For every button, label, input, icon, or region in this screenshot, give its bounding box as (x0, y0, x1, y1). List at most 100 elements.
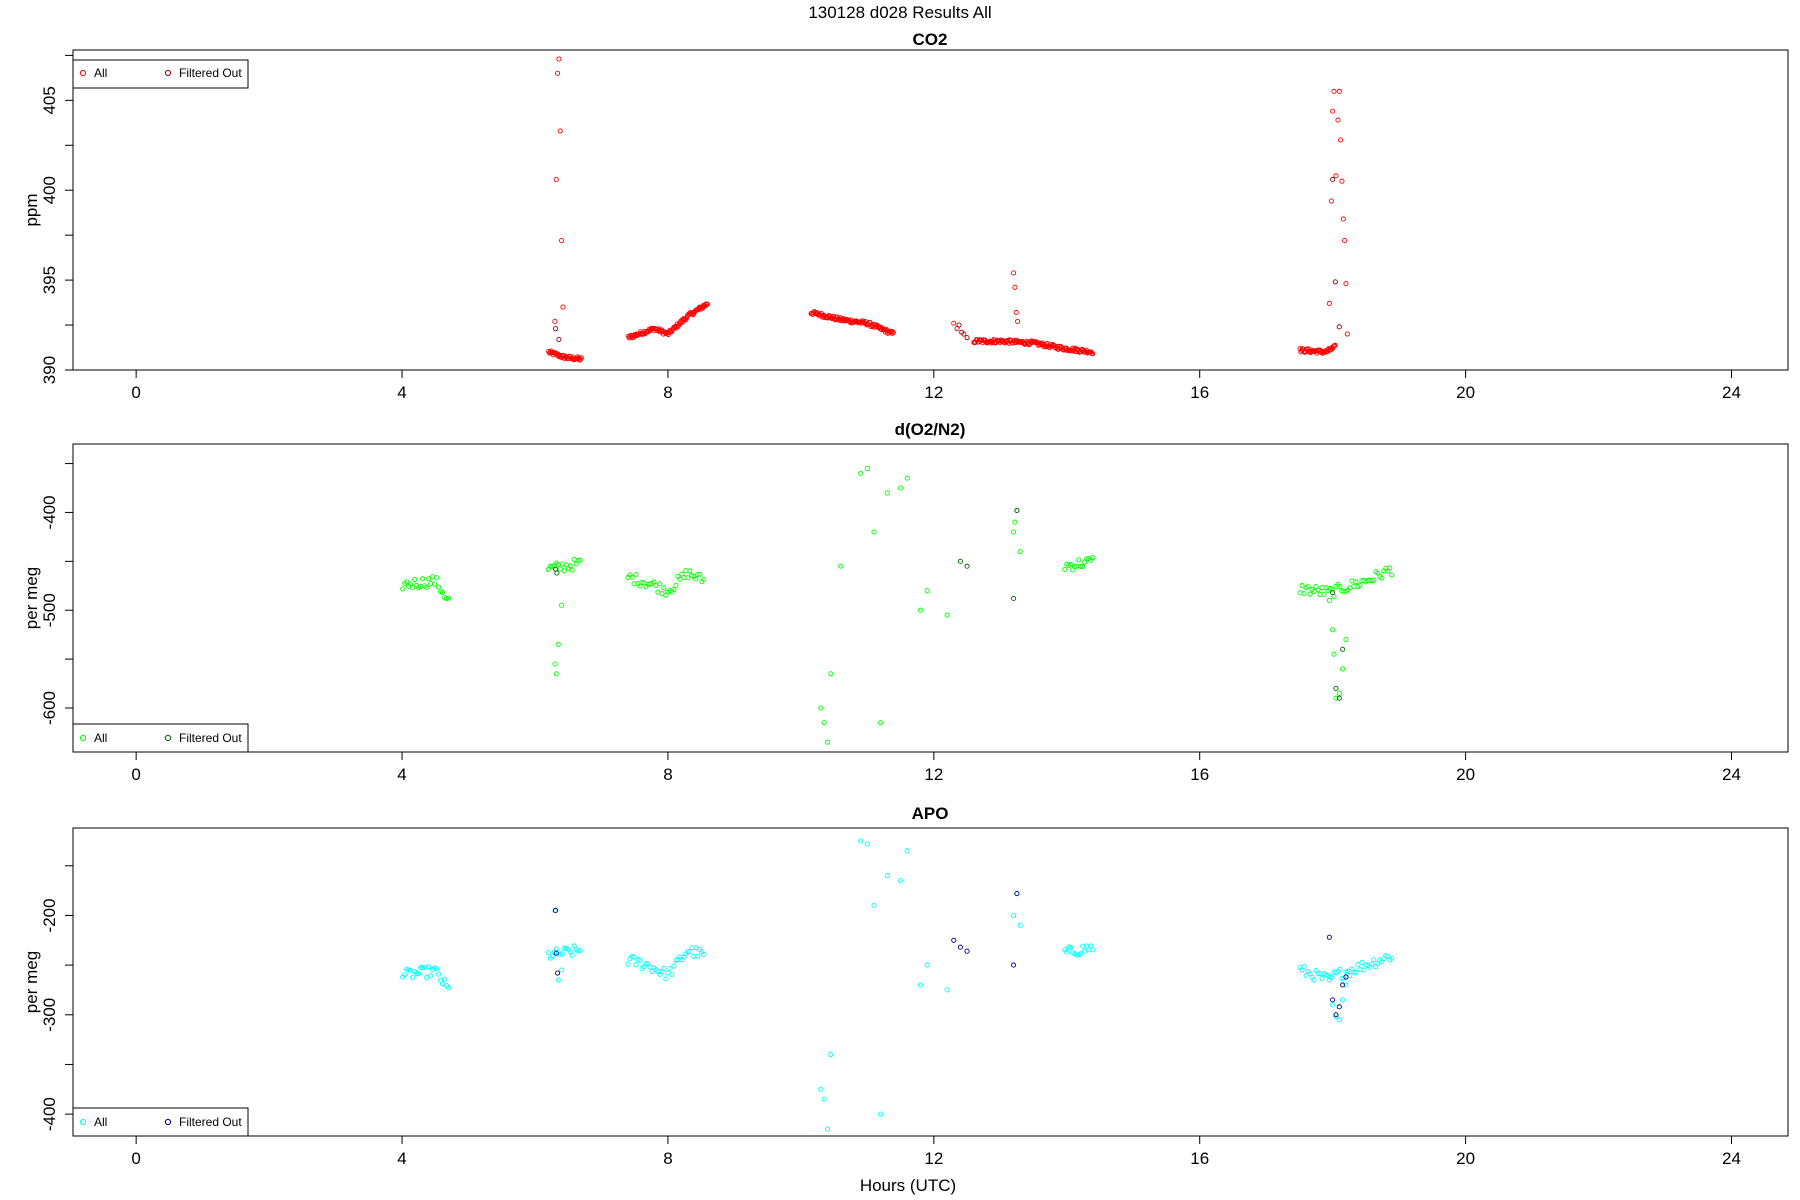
filtered-point-apo (1333, 1012, 1339, 1018)
y-tick-label-do2n2: -500 (40, 593, 59, 627)
data-point-apo (549, 953, 555, 959)
data-point-do2n2 (821, 720, 827, 726)
data-point-do2n2 (1387, 565, 1393, 571)
data-point-do2n2 (858, 470, 864, 476)
filtered-point-apo (1336, 1004, 1342, 1010)
data-point-do2n2 (878, 720, 884, 726)
x-tick-label-do2n2: 4 (397, 765, 406, 784)
y-axis-label-co2: ppm (22, 193, 41, 226)
x-axis-label: Hours (UTC) (860, 1176, 956, 1195)
data-point-apo (917, 982, 924, 988)
x-tick-label-co2: 0 (131, 383, 140, 402)
data-point-do2n2 (693, 576, 699, 582)
data-point-do2n2 (924, 588, 930, 594)
data-point-do2n2 (657, 581, 663, 587)
data-point-apo (1323, 972, 1329, 978)
data-point-co2 (578, 355, 584, 361)
data-point-do2n2 (838, 563, 844, 569)
x-tick-label-apo: 16 (1190, 1149, 1209, 1168)
legend-marker-filtered-do2n2 (164, 734, 172, 742)
data-point-co2 (1338, 137, 1344, 143)
y-tick-label-co2: 405 (40, 86, 59, 114)
data-point-apo (828, 1051, 834, 1058)
data-point-co2 (1326, 300, 1332, 307)
data-point-apo (569, 952, 575, 958)
filtered-point-co2 (1330, 176, 1336, 182)
filtered-point-co2 (1332, 279, 1338, 285)
filtered-point-do2n2 (957, 558, 963, 564)
data-point-apo (420, 964, 426, 970)
data-point-do2n2 (687, 568, 693, 574)
x-tick-label-co2: 4 (397, 383, 406, 402)
y-axis-label-do2n2: per meg (22, 567, 41, 629)
legend-co2: All Filtered Out (72, 59, 249, 89)
filtered-point-do2n2 (1011, 595, 1017, 602)
data-point-co2 (1332, 342, 1338, 348)
data-point-apo (821, 1096, 827, 1102)
data-point-apo (904, 848, 910, 854)
data-point-do2n2 (1315, 587, 1321, 593)
data-point-apo (1330, 1002, 1336, 1008)
data-point-apo (1315, 971, 1321, 977)
y-axis-apo: -200 -300 -400 (40, 865, 74, 1131)
data-point-apo (1359, 960, 1365, 966)
data-point-co2 (1344, 331, 1350, 337)
data-point-do2n2 (1321, 591, 1327, 597)
data-point-apo (436, 971, 442, 977)
legend-label-all-do2n2: All (94, 731, 107, 745)
data-point-do2n2 (884, 490, 890, 496)
data-point-co2 (1343, 281, 1349, 287)
data-point-do2n2 (1297, 590, 1303, 596)
data-point-do2n2 (434, 575, 440, 581)
legend-label-filtered-apo: Filtered Out (179, 1115, 242, 1129)
data-point-do2n2 (424, 584, 430, 590)
data-point-do2n2 (701, 576, 707, 583)
data-point-co2 (1328, 198, 1334, 204)
data-point-co2 (704, 301, 710, 307)
filtered-point-co2 (556, 336, 562, 342)
y-tick-label-co2: 395 (40, 266, 59, 294)
data-point-apo (701, 951, 707, 958)
data-point-do2n2 (824, 739, 831, 745)
data-point-apo (545, 950, 551, 956)
legend-marker-all-do2n2 (79, 734, 87, 742)
filtered-point-do2n2 (1330, 590, 1336, 596)
y-tick-label-apo: -300 (40, 998, 59, 1032)
data-point-co2 (560, 304, 566, 310)
data-point-co2 (1013, 309, 1019, 316)
filtered-point-co2 (959, 329, 965, 335)
data-point-do2n2 (400, 586, 406, 592)
filtered-point-apo (1330, 997, 1336, 1003)
legend-label-all-co2: All (94, 66, 107, 80)
data-point-do2n2 (1330, 627, 1336, 633)
data-point-co2 (1331, 88, 1337, 94)
data-point-do2n2 (864, 465, 870, 471)
filtered-point-apo (1326, 934, 1332, 940)
data-point-do2n2 (1090, 555, 1096, 561)
data-point-do2n2 (1062, 566, 1068, 573)
data-point-apo (1355, 961, 1361, 968)
legend-box-do2n2 (72, 723, 249, 753)
data-point-apo (1336, 1017, 1342, 1023)
data-point-apo (649, 969, 655, 975)
data-point-apo (426, 964, 432, 970)
data-point-apo (1017, 922, 1023, 928)
x-tick-label-do2n2: 8 (663, 765, 672, 784)
data-point-apo (884, 873, 890, 879)
data-point-apo (898, 878, 904, 884)
data-point-do2n2 (1357, 582, 1363, 588)
data-point-do2n2 (1299, 583, 1305, 589)
data-point-apo (687, 949, 693, 955)
data-point-apo (1371, 957, 1377, 963)
y-tick-label-co2: 390 (40, 356, 59, 384)
data-point-do2n2 (685, 575, 691, 581)
data-point-apo (1311, 977, 1317, 983)
legend-label-filtered-co2: Filtered Out (179, 66, 242, 80)
y-axis-label-apo: per meg (22, 951, 41, 1013)
data-point-apo (416, 970, 422, 976)
data-point-co2 (1012, 284, 1018, 290)
data-point-do2n2 (436, 584, 442, 590)
data-point-do2n2 (1336, 690, 1342, 696)
data-point-do2n2 (1343, 637, 1349, 643)
